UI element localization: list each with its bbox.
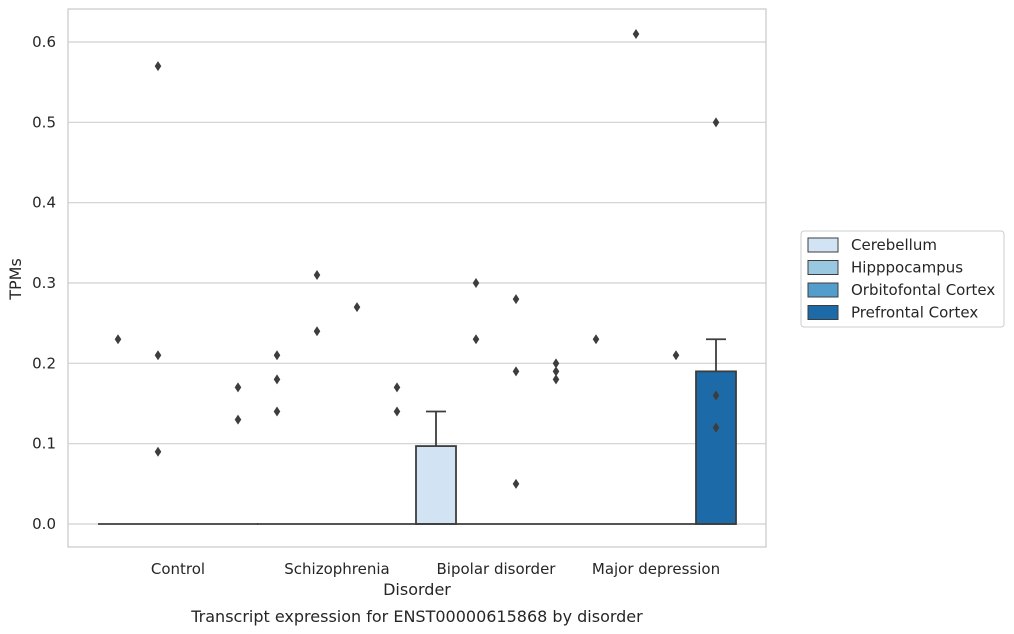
y-tick-label: 0.3 [32,274,56,292]
plot-frame [67,8,767,548]
y-axis-label: TPMs [6,258,25,301]
legend-label: Hipppocampus [851,259,963,277]
box [616,28,656,525]
box [456,278,496,525]
box [297,269,337,525]
y-tick-label: 0.5 [32,113,56,131]
outlier-point [512,366,520,377]
series-cerebellum [98,334,616,525]
legend-swatch [807,237,839,253]
outlier-point [552,374,560,385]
outlier-point [273,374,281,385]
box-body [415,445,457,525]
legend-item: Hipppocampus [807,259,963,277]
chart-caption: Transcript expression for ENST0000061586… [190,607,643,626]
series-hipppocampus [138,28,656,525]
box [377,382,417,525]
box [257,350,297,525]
box-plot-series [98,28,737,525]
series-prefrontal-cortex [218,117,737,525]
y-tick-label: 0.0 [32,515,56,533]
outlier-point [632,28,640,39]
y-tick-label: 0.1 [32,435,56,453]
outlier-point [712,117,720,128]
outlier-point [552,366,560,377]
box [98,334,138,525]
outlier-point [552,358,560,369]
box [656,350,696,525]
x-tick-label: Major depression [592,560,720,578]
outlier-point [273,406,281,417]
box [138,61,178,525]
outlier-point [472,278,480,288]
outlier-point [512,294,520,305]
legend-swatch [807,260,839,275]
outlier-point [313,269,321,280]
outlier-point [353,302,361,313]
outlier-point [234,382,242,393]
outlier-point [712,422,720,433]
legend-swatch [807,282,839,298]
box [496,294,536,525]
box [576,334,616,525]
outlier-point [154,61,162,72]
x-axis-ticks: Control Schizophrenia Bipolar disorder Majo… [151,560,720,578]
outlier-point [154,350,162,361]
legend-swatch [807,305,839,320]
box [415,410,457,525]
y-axis-ticks: 0.0 0.1 0.2 0.3 0.4 0.5 0.6 [32,33,56,533]
outlier-point [672,350,680,361]
outlier-point [234,414,242,425]
outlier-point [592,334,600,345]
legend-frame [800,230,1005,328]
x-tick-label: Bipolar disorder [437,560,557,578]
x-tick-label: Schizophrenia [284,560,389,578]
outlier-point [512,478,520,489]
y-tick-label: 0.6 [32,33,56,51]
series-orbitofontal-cortex [178,294,696,525]
outlier-point [114,334,122,345]
outlier-point [313,326,321,337]
x-tick-label: Control [151,560,205,578]
box [695,117,737,525]
outlier-point [154,446,162,457]
outlier-point [393,382,401,393]
legend-label: Cerebellum [851,236,937,254]
y-tick-label: 0.2 [32,354,56,372]
box [337,302,377,525]
x-axis-label: Disorder [383,580,451,599]
legend-label: Prefrontal Cortex [851,304,978,322]
box [218,382,258,525]
outlier-point [712,390,720,401]
legend-item: Orbitofontal Cortex [807,281,995,299]
legend-item: Cerebellum [807,236,937,254]
outlier-point [472,334,480,345]
legend-label: Orbitofontal Cortex [851,281,995,299]
box [536,358,576,525]
legend-item: Prefrontal Cortex [807,304,978,322]
outlier-point [393,406,401,417]
legend: Cerebellum Hipppocampus Orbitofontal Corte… [800,230,1005,328]
outlier-point [273,350,281,361]
y-tick-label: 0.4 [32,194,56,212]
